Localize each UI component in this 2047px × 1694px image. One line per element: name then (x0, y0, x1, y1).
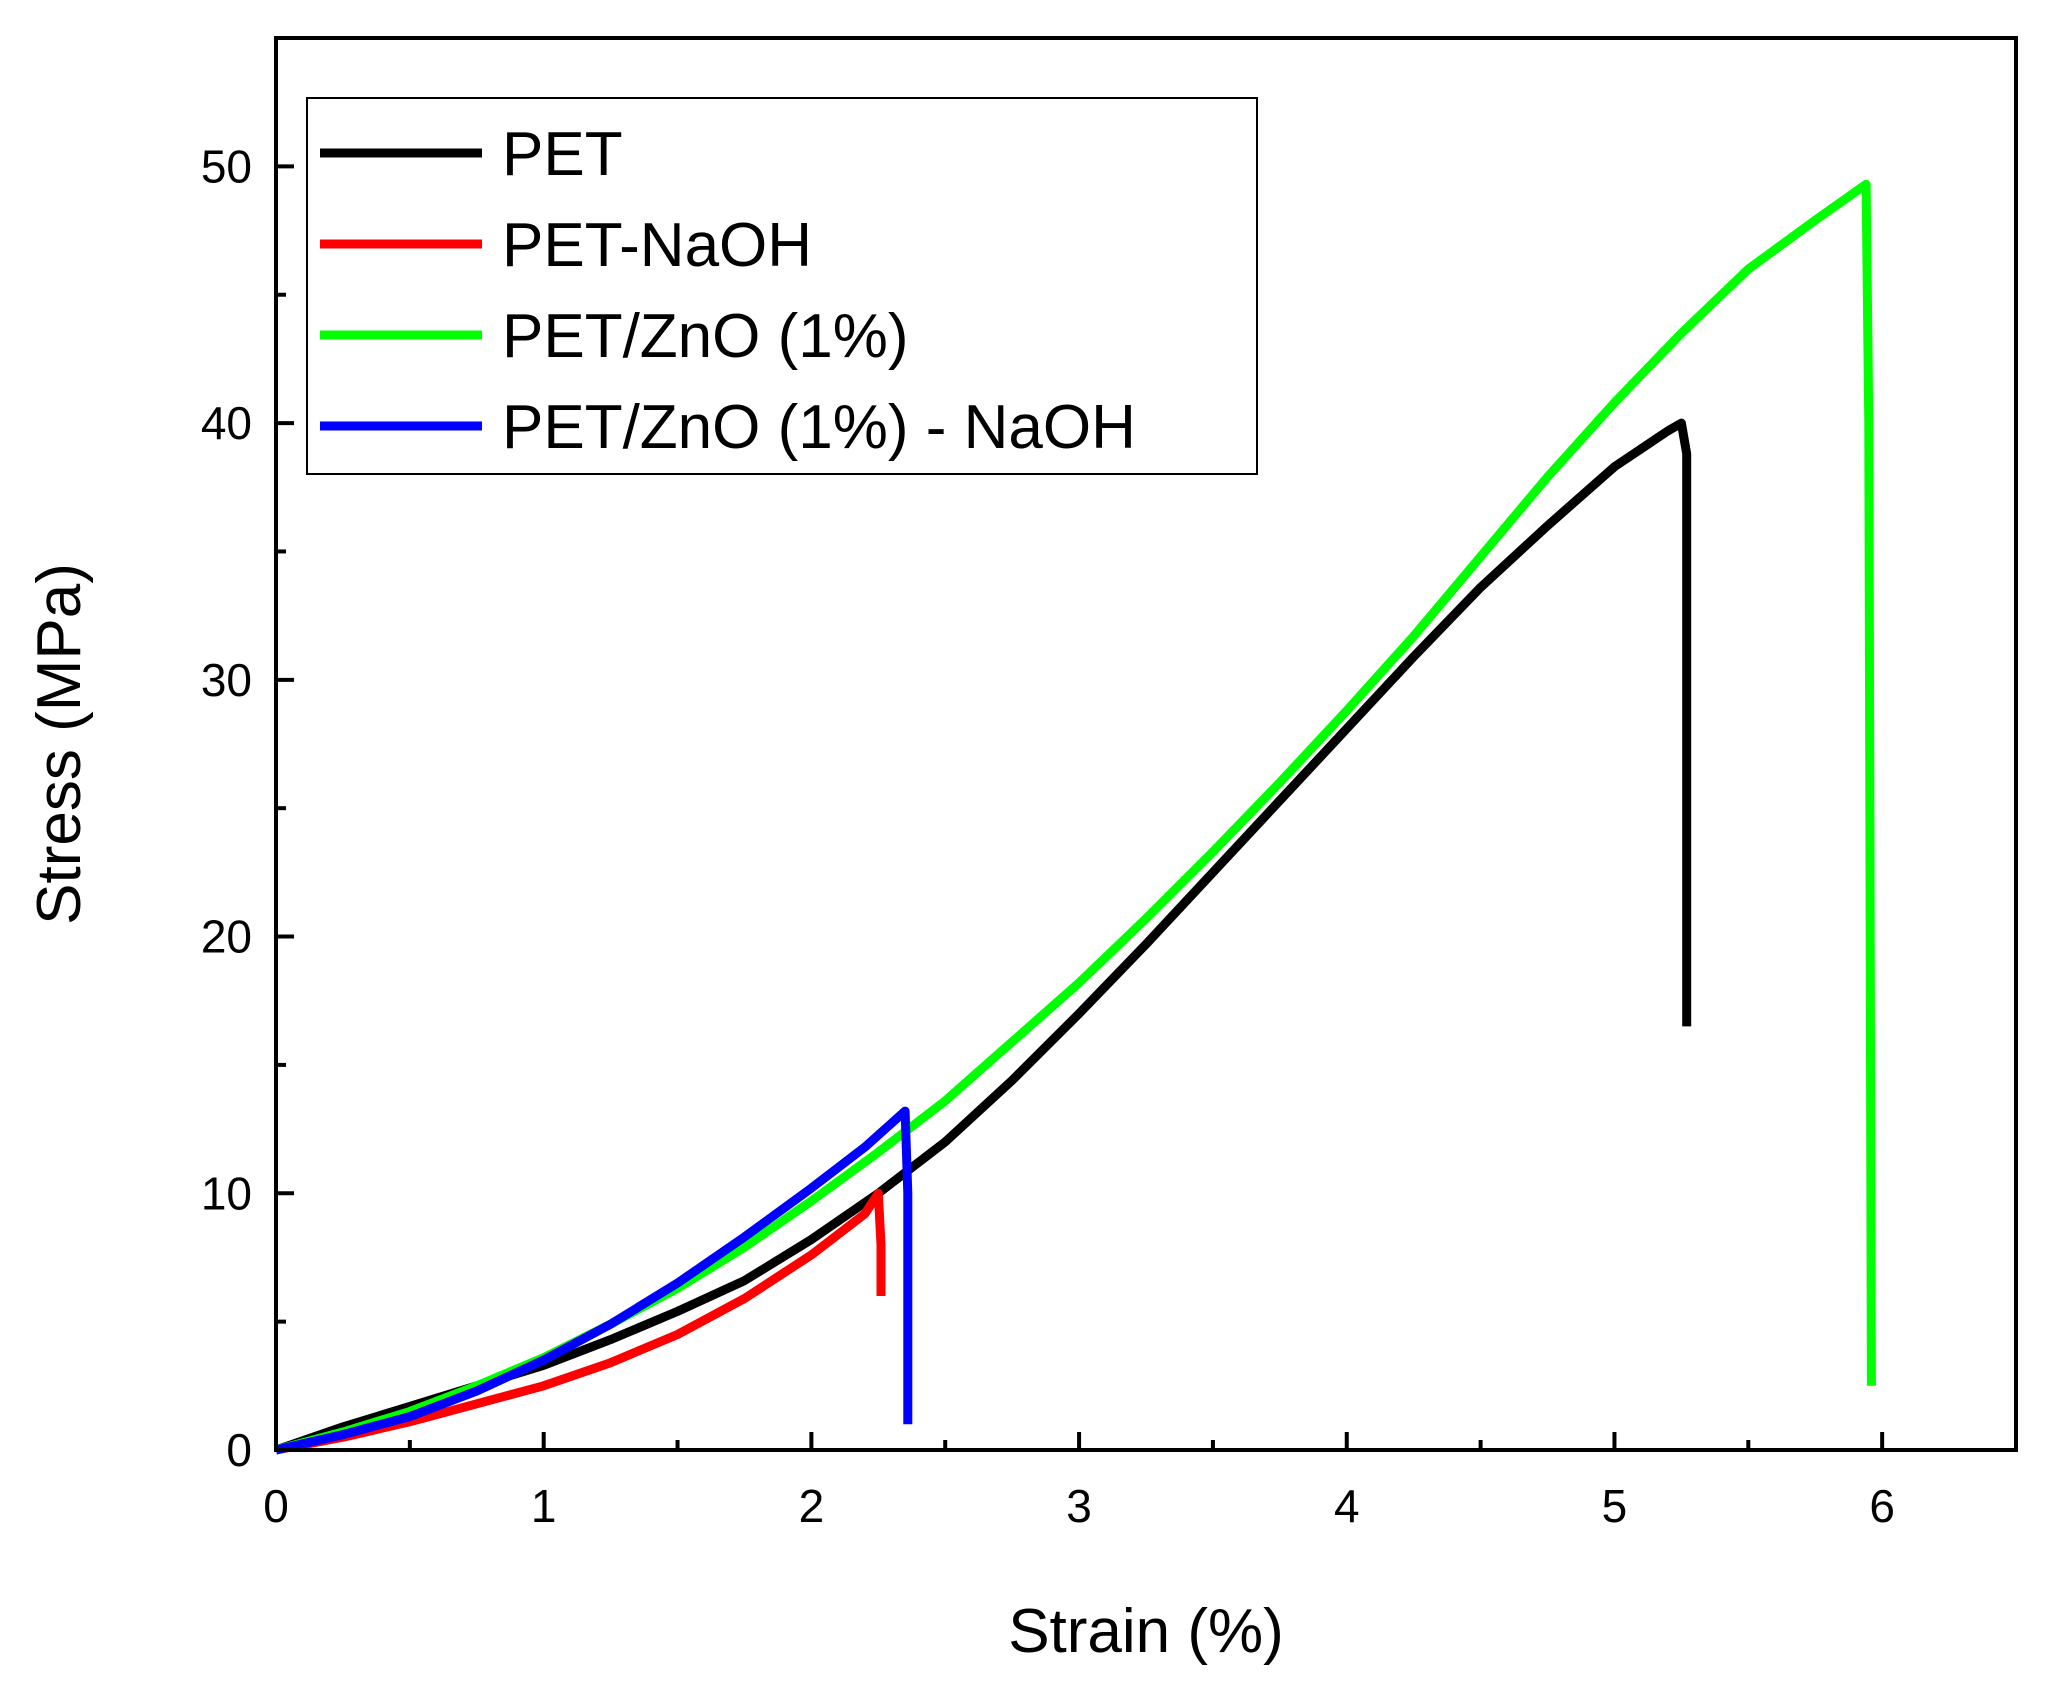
axis-ticks (274, 36, 2018, 1452)
x-tick-label: 2 (799, 1480, 825, 1532)
series-line-pet-zno-1-naoh (274, 1106, 913, 1455)
series-layer (274, 179, 1876, 1455)
x-tick-label: 6 (1869, 1480, 1895, 1532)
legend-label-pet-zno-1: PET/ZnO (1%) (502, 302, 909, 371)
x-tick-label: 1 (531, 1480, 557, 1532)
x-tick-label: 3 (1066, 1480, 1092, 1532)
legend-label-pet: PET (502, 120, 623, 189)
y-tick-label: 30 (201, 654, 252, 706)
plot-area-frame (274, 36, 2018, 1452)
y-tick-label: 20 (201, 911, 252, 963)
x-axis-title: Strain (%) (1008, 1597, 1284, 1666)
legend-label-pet-zno-1-naoh: PET/ZnO (1%) - NaOH (502, 393, 1136, 462)
legend-box (306, 97, 1258, 475)
legend: PET PET-NaOH PET/ZnO (1%) PET/ZnO (1%) - Na… (306, 97, 1258, 475)
y-tick-label: 0 (226, 1424, 252, 1476)
y-axis-title: Stress (MPa) (25, 563, 94, 925)
legend-label-pet-naoh: PET-NaOH (502, 211, 812, 280)
y-tick-label: 10 (201, 1167, 252, 1219)
y-tick-label: 40 (201, 397, 252, 449)
x-tick-label: 5 (1602, 1480, 1628, 1532)
y-tick-label: 50 (201, 140, 252, 192)
y-tick-labels: 0 10 20 30 40 50 (201, 140, 252, 1476)
series-line-pet-naoh (275, 1188, 886, 1455)
x-tick-label: 0 (263, 1480, 289, 1532)
x-tick-labels: 0 1 2 3 4 5 6 (263, 1480, 1895, 1532)
x-tick-label: 4 (1334, 1480, 1360, 1532)
series-line-pet (274, 418, 1692, 1455)
